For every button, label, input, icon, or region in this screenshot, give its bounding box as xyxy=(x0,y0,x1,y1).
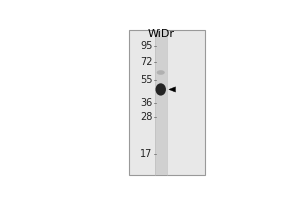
Text: 17: 17 xyxy=(140,149,153,159)
Text: WiDr: WiDr xyxy=(147,29,174,39)
Ellipse shape xyxy=(157,70,165,75)
Ellipse shape xyxy=(155,83,166,96)
Bar xyxy=(129,30,205,175)
Polygon shape xyxy=(169,87,175,92)
Text: 72: 72 xyxy=(140,57,153,67)
Text: 28: 28 xyxy=(140,112,153,122)
Text: 95: 95 xyxy=(140,41,153,51)
Text: 55: 55 xyxy=(140,75,153,85)
Text: 36: 36 xyxy=(140,98,153,108)
Bar xyxy=(155,30,167,175)
